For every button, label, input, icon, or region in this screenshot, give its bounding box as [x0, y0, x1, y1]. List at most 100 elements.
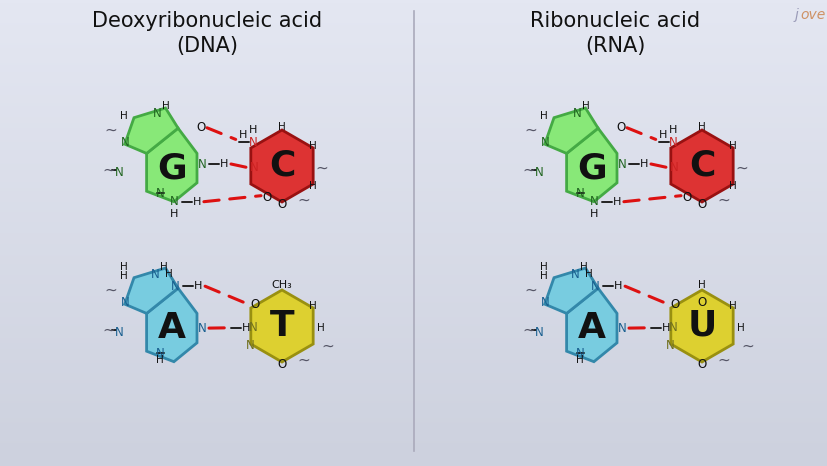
Text: N: N [670, 161, 678, 174]
Text: CH₃: CH₃ [271, 280, 292, 289]
Text: j: j [794, 8, 798, 22]
Text: N: N [249, 136, 258, 149]
Text: H: H [241, 323, 250, 333]
Text: H: H [581, 102, 589, 111]
Text: O: O [277, 199, 286, 212]
Text: H: H [639, 159, 648, 169]
Text: N: N [617, 158, 625, 171]
Text: O: O [681, 191, 691, 204]
Text: N: N [115, 326, 123, 339]
Text: N: N [570, 268, 579, 281]
Text: O: O [277, 358, 286, 371]
Text: ~: ~ [314, 160, 327, 175]
Text: Deoxyribonucleic acid
(DNA): Deoxyribonucleic acid (DNA) [92, 11, 322, 56]
Text: C: C [688, 149, 715, 183]
Text: H: H [589, 209, 597, 219]
Text: H: H [193, 197, 201, 207]
Text: ~: ~ [297, 353, 309, 368]
Polygon shape [544, 108, 597, 153]
Text: H: H [729, 181, 736, 191]
Text: A: A [577, 311, 605, 345]
Text: O: O [696, 295, 705, 308]
Text: O: O [615, 121, 625, 134]
Text: N: N [668, 321, 677, 334]
Text: N: N [590, 280, 599, 293]
Text: O: O [669, 298, 678, 311]
Text: N: N [155, 347, 165, 360]
Text: H: H [160, 262, 167, 272]
Text: N: N [115, 166, 123, 179]
Text: O: O [696, 199, 705, 212]
Text: O: O [262, 191, 271, 204]
Text: C: C [269, 149, 295, 183]
Text: N: N [170, 280, 179, 293]
Polygon shape [544, 268, 597, 314]
Text: H: H [579, 262, 586, 272]
Polygon shape [251, 130, 313, 202]
Text: H: H [309, 301, 317, 311]
Text: H: H [278, 122, 285, 132]
Text: ~: ~ [522, 322, 534, 338]
Text: ~: ~ [734, 160, 747, 175]
Text: N: N [170, 195, 178, 208]
Text: H: H [317, 323, 325, 333]
Text: H: H [657, 130, 666, 140]
Text: O: O [196, 121, 205, 134]
Text: H: H [170, 209, 178, 219]
Text: H: H [194, 281, 202, 291]
Text: H: H [697, 280, 705, 289]
Text: H: H [119, 111, 127, 122]
Text: H: H [737, 323, 744, 333]
Text: ~: ~ [522, 163, 534, 178]
Text: N: N [120, 137, 129, 150]
Polygon shape [146, 128, 197, 202]
Text: H: H [667, 125, 676, 136]
Text: H: H [309, 181, 317, 191]
Polygon shape [670, 130, 732, 202]
Polygon shape [125, 108, 178, 153]
Text: N: N [155, 187, 165, 200]
Text: N: N [540, 296, 548, 309]
Text: U: U [686, 309, 716, 343]
Text: ~: ~ [104, 283, 117, 298]
Text: N: N [575, 187, 584, 200]
Text: N: N [249, 321, 258, 334]
Text: ~: ~ [523, 283, 537, 298]
Text: H: H [585, 269, 592, 279]
Text: H: H [156, 356, 164, 365]
Text: ~: ~ [740, 338, 753, 353]
Text: T: T [270, 309, 294, 343]
Polygon shape [670, 290, 732, 362]
Text: ~: ~ [104, 123, 117, 138]
Text: ~: ~ [523, 123, 537, 138]
Text: O: O [696, 358, 705, 371]
Text: H: H [119, 262, 127, 272]
Text: N: N [246, 339, 255, 352]
Text: N: N [250, 161, 259, 174]
Text: H: H [219, 159, 228, 169]
Text: H: H [613, 281, 622, 291]
Text: N: N [534, 326, 543, 339]
Text: H: H [661, 323, 669, 333]
Text: G: G [157, 151, 186, 185]
Text: H: H [161, 102, 170, 111]
Text: ~: ~ [716, 193, 729, 208]
Text: N: N [198, 322, 206, 335]
Text: H: H [309, 141, 317, 151]
Text: N: N [152, 107, 161, 120]
Text: H: H [165, 269, 173, 279]
Text: N: N [540, 137, 548, 150]
Text: H: H [539, 262, 547, 272]
Text: H: H [612, 197, 620, 207]
Text: N: N [120, 296, 129, 309]
Text: N: N [617, 322, 625, 335]
Text: N: N [572, 107, 581, 120]
Text: N: N [589, 195, 598, 208]
Text: H: H [697, 122, 705, 132]
Polygon shape [125, 268, 178, 314]
Text: H: H [539, 111, 547, 122]
Text: Ribonucleic acid
(RNA): Ribonucleic acid (RNA) [529, 11, 699, 56]
Polygon shape [566, 288, 616, 362]
Text: H: H [238, 130, 246, 140]
Polygon shape [566, 128, 616, 202]
